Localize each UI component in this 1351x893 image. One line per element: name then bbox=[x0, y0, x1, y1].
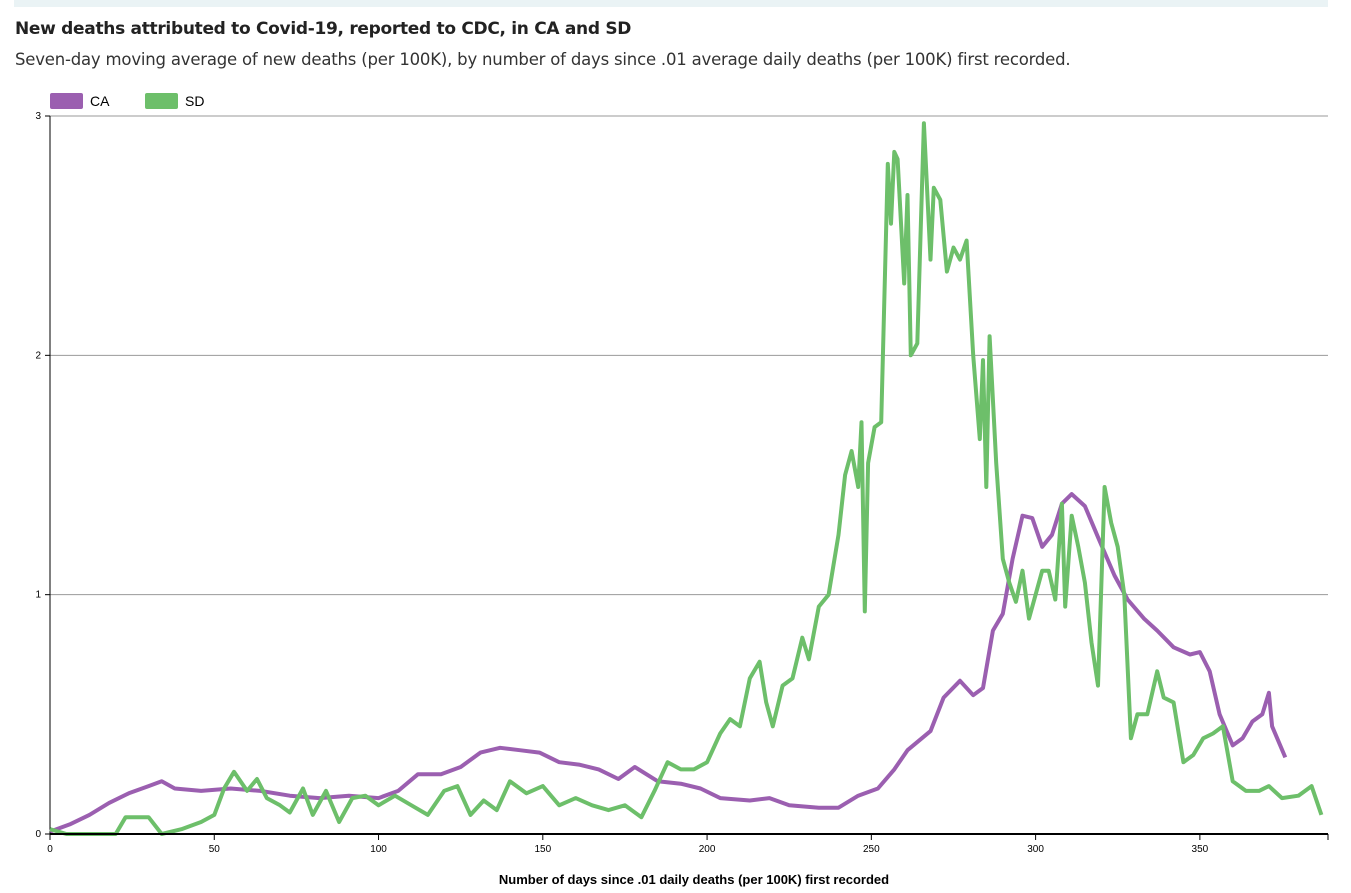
x-tick-label: 0 bbox=[47, 844, 53, 855]
top-banner bbox=[14, 0, 1328, 7]
y-tick-label: 3 bbox=[35, 111, 41, 122]
x-tick-label: 350 bbox=[1192, 844, 1209, 855]
series-line-sd bbox=[49, 121, 1324, 836]
x-tick-label: 100 bbox=[370, 844, 387, 855]
legend-label-ca: CA bbox=[90, 93, 110, 109]
x-axis-label: Number of days since .01 daily deaths (p… bbox=[499, 872, 889, 887]
x-tick-label: 250 bbox=[863, 844, 880, 855]
y-tick-label: 2 bbox=[35, 350, 41, 361]
legend-swatch-sd bbox=[145, 93, 178, 109]
chart-title: New deaths attributed to Covid-19, repor… bbox=[15, 19, 632, 39]
x-tick-label: 300 bbox=[1027, 844, 1044, 855]
legend-label-sd: SD bbox=[185, 93, 204, 109]
legend-swatch-ca bbox=[50, 93, 83, 109]
x-tick-label: 200 bbox=[699, 844, 716, 855]
chart-subtitle: Seven-day moving average of new deaths (… bbox=[15, 50, 1071, 69]
y-tick-label: 1 bbox=[35, 590, 41, 601]
x-tick-label: 150 bbox=[534, 844, 551, 855]
series-line-ca bbox=[49, 492, 1288, 834]
x-tick-label: 50 bbox=[209, 844, 221, 855]
y-tick-label: 0 bbox=[35, 829, 41, 840]
